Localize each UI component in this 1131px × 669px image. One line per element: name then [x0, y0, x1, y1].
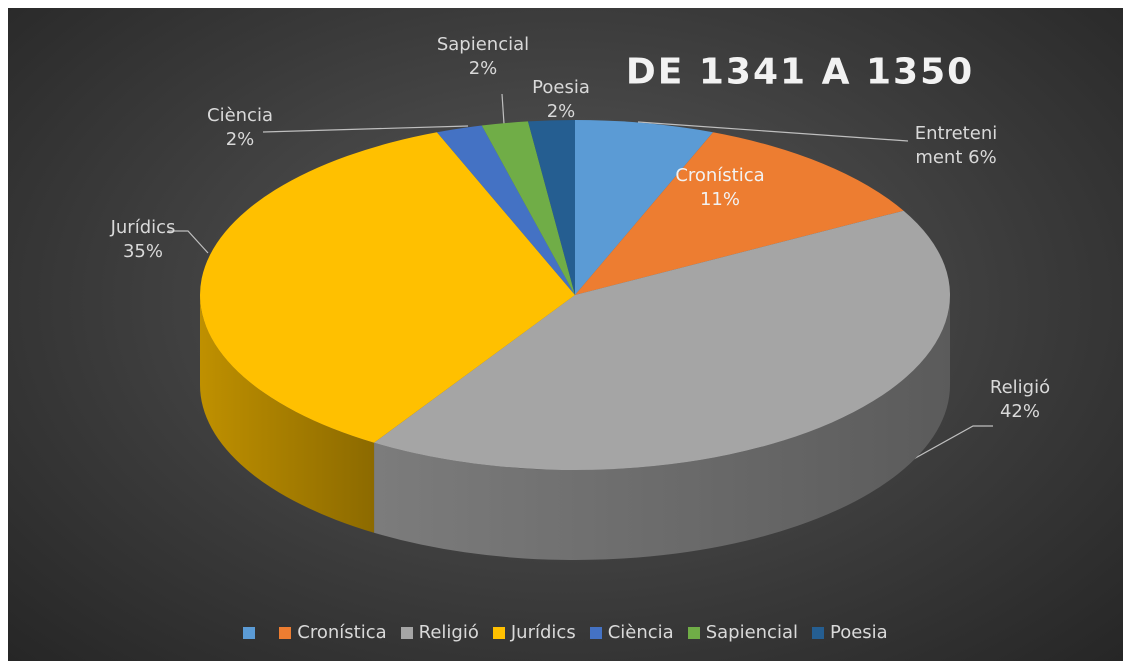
pie-slice — [481, 121, 575, 295]
legend-swatch — [243, 626, 256, 639]
pie-canvas — [168, 93, 993, 561]
legend-label: Religió — [418, 622, 479, 643]
legend-swatch — [279, 626, 292, 639]
legend-label: Sapiencial — [705, 622, 798, 643]
pie-slice — [436, 125, 575, 295]
pie-slice — [575, 120, 714, 295]
legend-item — [243, 622, 256, 643]
data-label-category: Cronística — [675, 165, 765, 186]
data-label-value: 2% — [225, 129, 255, 150]
pie-sides — [199, 295, 950, 561]
data-label-value: 35% — [122, 241, 163, 262]
legend-item: Religió — [400, 622, 479, 643]
pie-slice — [374, 210, 950, 470]
leader-line — [168, 230, 209, 254]
leader-line — [637, 121, 909, 142]
legend-label: Ciència — [607, 622, 674, 643]
data-label-value: 2% — [546, 101, 576, 122]
pie-side — [199, 295, 375, 533]
data-label: Cronística 11% — [660, 164, 780, 212]
pie-slice — [575, 132, 904, 295]
data-label: Sapiencial 2% — [428, 33, 538, 81]
data-label-category: Poesia — [532, 77, 590, 98]
data-label-category: Religió — [989, 377, 1051, 398]
data-label-value: 42% — [999, 401, 1040, 422]
data-label-category: Sapiencial — [436, 34, 530, 55]
data-label-category: Entreteniment — [914, 123, 998, 168]
data-label-value: 6% — [968, 147, 997, 168]
legend: Cronística Religió Jurídics Ciència Sapienci… — [8, 622, 1123, 643]
data-label: Religió 42% — [970, 376, 1070, 424]
data-label: Poesia 2% — [516, 76, 606, 124]
pie-slice — [199, 132, 575, 443]
legend-item: Jurídics — [492, 622, 576, 643]
legend-swatch — [687, 626, 700, 639]
data-label-category: Jurídics — [110, 217, 176, 238]
legend-label: Jurídics — [510, 622, 576, 643]
legend-swatch — [811, 626, 824, 639]
chart-title: DE 1341 A 1350 — [625, 51, 975, 93]
legend-item: Sapiencial — [687, 622, 798, 643]
data-label-value: 11% — [699, 189, 740, 210]
data-label-value: 2% — [468, 58, 498, 79]
leader-line — [501, 93, 505, 125]
legend-swatch — [589, 626, 602, 639]
data-label: Ciència 2% — [190, 104, 290, 152]
data-label: Entreteniment 6% — [911, 122, 1001, 170]
legend-item: Cronística — [279, 622, 387, 643]
legend-swatch — [492, 626, 505, 639]
pie-side — [374, 295, 950, 561]
legend-item: Ciència — [589, 622, 674, 643]
chart: DE 1341 A 1350 Cronística Religió Jurídics… — [8, 8, 1123, 661]
data-label-category: Ciència — [207, 105, 273, 126]
legend-label: Cronística — [297, 622, 387, 643]
legend-swatch — [400, 626, 413, 639]
pie-slice — [528, 120, 575, 295]
legend-label: Poesia — [829, 622, 888, 643]
data-label: Jurídics 35% — [93, 216, 193, 264]
leader-line — [262, 125, 469, 133]
legend-item: Poesia — [811, 622, 888, 643]
